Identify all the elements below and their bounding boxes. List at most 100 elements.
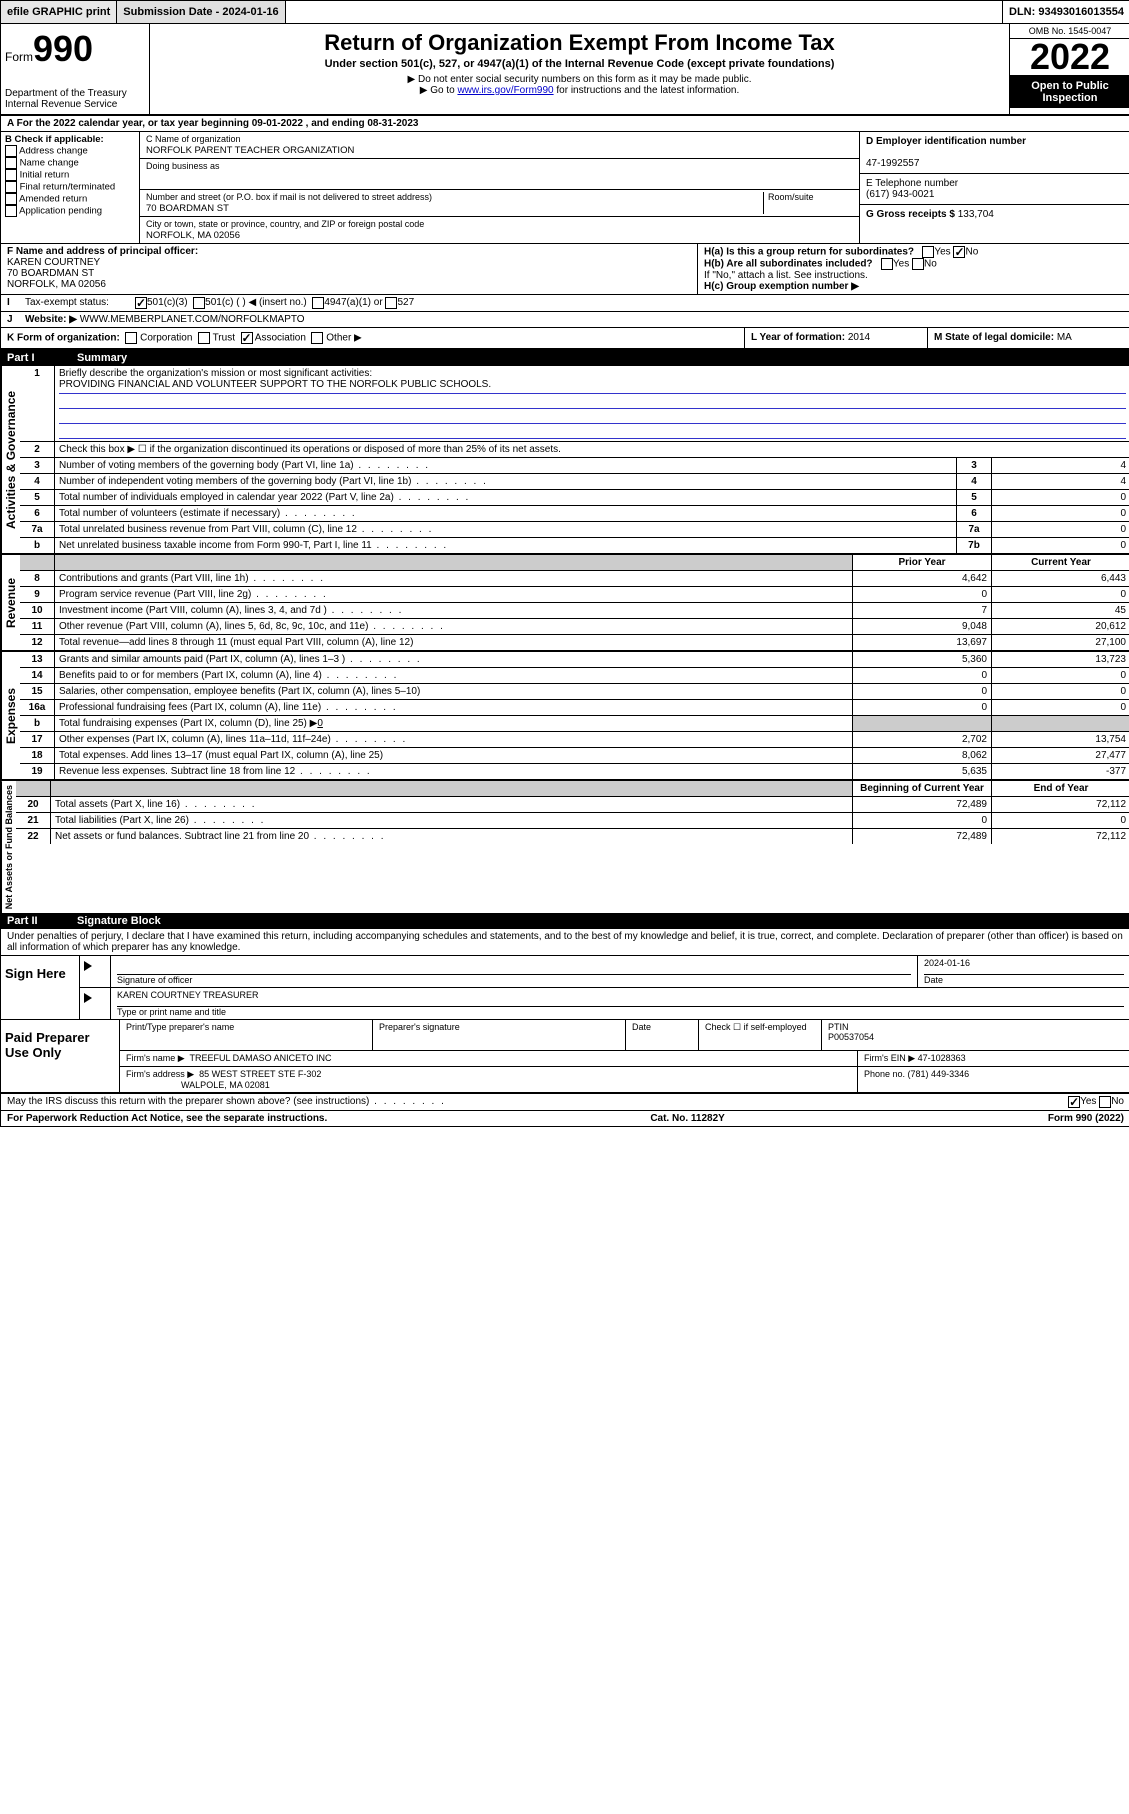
corp-checkbox[interactable] [125,332,137,344]
part1-num: Part I [7,352,77,364]
ha-no-checkbox[interactable] [953,246,965,258]
sig-officer-label: Signature of officer [117,975,192,985]
c8: 6,443 [992,571,1129,587]
firm-name-cell: Firm's name ▶ TREEFUL DAMASO ANICETO INC [120,1051,857,1066]
pending-checkbox[interactable] [5,205,17,217]
p11: 9,048 [853,619,992,635]
irs-link[interactable]: www.irs.gov/Form990 [457,85,553,96]
form-subtitle: Under section 501(c), 527, or 4947(a)(1)… [158,58,1001,70]
line9: Program service revenue (Part VIII, line… [55,587,853,603]
firm-phone-cell: Phone no. (781) 449-3346 [857,1067,1129,1092]
hb-note: If "No," attach a list. See instructions… [704,270,1124,281]
p14: 0 [853,668,992,684]
phone-block: E Telephone number (617) 943-0021 [860,174,1129,205]
dept-label: Department of the Treasury [5,88,145,99]
header-note2: ▶ Go to www.irs.gov/Form990 for instruct… [158,85,1001,96]
ptin-label: PTIN [828,1022,849,1032]
line11: Other revenue (Part VIII, column (A), li… [55,619,853,635]
arrow-icon [84,961,92,971]
sign-here-label: Sign Here [1,956,79,1019]
officer-addr1: 70 BOARDMAN ST [7,268,94,279]
form-number-block: Form990 [5,28,145,70]
firm-addr2: WALPOLE, MA 02081 [181,1080,270,1090]
mission-text: PROVIDING FINANCIAL AND VOLUNTEER SUPPOR… [59,379,1126,394]
discuss-yes-checkbox[interactable] [1068,1096,1080,1108]
date-label: Date [924,975,943,985]
addr-change-checkbox[interactable] [5,145,17,157]
ha-yes-checkbox[interactable] [922,246,934,258]
p8: 4,642 [853,571,992,587]
vtext-net: Net Assets or Fund Balances [1,781,16,913]
c19: -377 [992,764,1129,780]
efile-cell: efile GRAPHIC print [1,1,117,23]
a-pre: For the 2022 calendar year, or tax year … [17,118,252,129]
m-value: MA [1057,332,1072,343]
part2-header: Part II Signature Block [1,913,1129,929]
dln-label: DLN: [1009,6,1038,18]
discuss-label: May the IRS discuss this return with the… [7,1096,1068,1108]
a-mid: , and ending [303,118,367,129]
hb-yes-checkbox[interactable] [881,258,893,270]
prep-date-label: Date [625,1020,698,1050]
ha-label: H(a) Is this a group return for subordin… [704,247,914,258]
line10: Investment income (Part VIII, column (A)… [55,603,853,619]
p17: 2,702 [853,732,992,748]
line15: Salaries, other compensation, employee b… [55,684,853,700]
note2-post: for instructions and the latest informat… [554,85,740,96]
other-checkbox[interactable] [311,332,323,344]
perjury-statement: Under penalties of perjury, I declare th… [1,929,1129,955]
trust-label: Trust [213,333,235,344]
officer-name-title: KAREN COURTNEY TREASURER [117,990,1124,1007]
firm-ein-value: 47-1028363 [918,1053,966,1063]
c18: 27,477 [992,748,1129,764]
4947-checkbox[interactable] [312,297,324,309]
c14: 0 [992,668,1129,684]
end-year-head: End of Year [992,781,1129,797]
c20: 72,112 [992,797,1129,813]
p9: 0 [853,587,992,603]
room-label: Room/suite [763,192,853,214]
hb-no-checkbox[interactable] [912,258,924,270]
name-change-checkbox[interactable] [5,157,17,169]
a1-label: 4947(a)(1) or [324,297,382,309]
line3: Number of voting members of the governin… [55,458,957,474]
submission-date: 2024-01-16 [222,6,278,18]
assoc-checkbox[interactable] [241,332,253,344]
501c-checkbox[interactable] [193,297,205,309]
header-left: Form990 Department of the Treasury Inter… [1,24,150,114]
addr-change-label: Address change [19,146,88,157]
header: Form990 Department of the Treasury Inter… [1,24,1129,116]
c11: 20,612 [992,619,1129,635]
gross-value: 133,704 [958,209,994,220]
form-ref: Form 990 (2022) [1048,1113,1124,1124]
p13: 5,360 [853,652,992,668]
phone-value: (617) 943-0021 [866,189,934,200]
initial-checkbox[interactable] [5,169,17,181]
paid-preparer-label: Paid Preparer Use Only [1,1020,119,1092]
c17: 13,754 [992,732,1129,748]
amended-checkbox[interactable] [5,193,17,205]
vtext-governance: Activities & Governance [1,366,20,553]
note2-pre: ▶ Go to [420,85,458,96]
val7a: 0 [992,522,1129,538]
org-name: NORFOLK PARENT TEACHER ORGANIZATION [146,145,354,156]
name-change-label: Name change [20,158,79,169]
line7a: Total unrelated business revenue from Pa… [55,522,957,538]
dba-block: Doing business as [140,159,859,190]
current-year-head: Current Year [992,555,1129,571]
corp-label: Corporation [140,333,192,344]
final-checkbox[interactable] [5,181,17,193]
hb-no: No [924,259,937,270]
527-checkbox[interactable] [385,297,397,309]
c-other-label: 501(c) ( ) ◀ (insert no.) [205,297,307,309]
501c3-checkbox[interactable] [135,297,147,309]
trust-checkbox[interactable] [198,332,210,344]
discuss-no-checkbox[interactable] [1099,1096,1111,1108]
line16b-cell: Total fundraising expenses (Part IX, col… [55,716,853,732]
p21: 0 [853,813,992,829]
section-k: K Form of organization: Corporation Trus… [1,328,744,348]
firm-ein-cell: Firm's EIN ▶ 47-1028363 [857,1051,1129,1066]
line21: Total liabilities (Part X, line 26) [51,813,853,829]
org-name-block: C Name of organization NORFOLK PARENT TE… [140,132,859,159]
d-label: D Employer identification number [866,136,1026,147]
